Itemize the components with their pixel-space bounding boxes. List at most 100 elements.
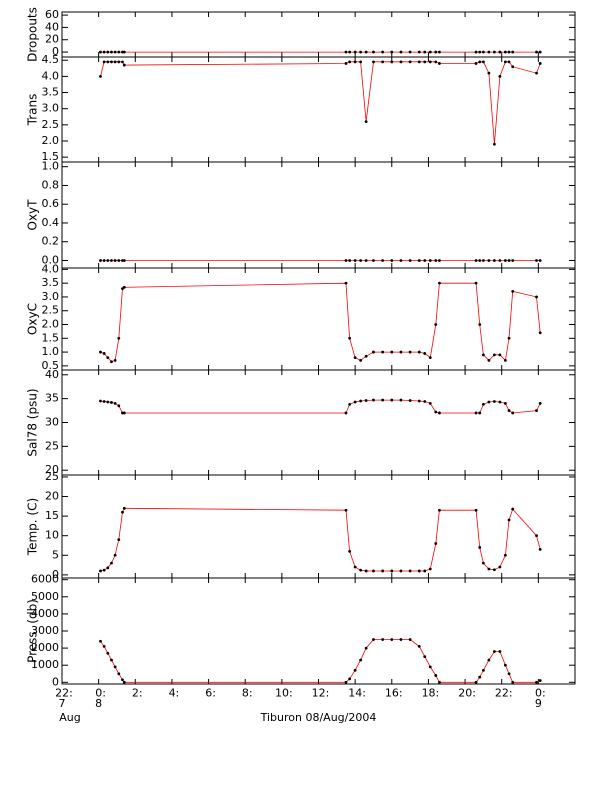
data-point xyxy=(364,259,368,262)
data-point xyxy=(348,259,352,262)
data-point xyxy=(106,50,110,54)
x-tick-label: 8: xyxy=(242,686,253,699)
y-tick-label: 1.5 xyxy=(42,331,60,344)
data-point xyxy=(511,65,515,69)
data-point xyxy=(348,402,352,406)
x-date-label: 9 xyxy=(535,697,542,710)
data-point xyxy=(390,398,394,402)
data-point xyxy=(511,507,515,511)
data-point xyxy=(492,353,496,357)
data-point xyxy=(535,259,538,262)
x-tick-label: 10: xyxy=(275,686,293,699)
data-point xyxy=(399,569,403,573)
y-tick-label: 20 xyxy=(45,463,59,476)
data-point xyxy=(99,350,102,354)
data-point xyxy=(503,663,507,667)
data-point xyxy=(122,506,126,510)
data-point xyxy=(498,353,502,357)
y-tick-label: 0.5 xyxy=(42,359,60,372)
data-point xyxy=(102,352,106,355)
data-point xyxy=(381,259,385,262)
data-point xyxy=(478,259,482,262)
data-point xyxy=(498,650,502,653)
data-point xyxy=(117,672,121,676)
y-tick-label: 0 xyxy=(52,568,59,581)
data-point xyxy=(417,60,421,64)
data-point xyxy=(538,679,542,682)
panel-frame xyxy=(61,161,576,269)
data-point xyxy=(438,508,441,512)
y-tick-label: 40 xyxy=(45,368,59,381)
panel-frame xyxy=(61,369,576,476)
data-point xyxy=(110,50,113,54)
data-point xyxy=(538,331,542,335)
data-point xyxy=(408,60,412,64)
data-point xyxy=(113,60,117,64)
data-point xyxy=(408,399,412,402)
data-point xyxy=(498,400,502,404)
data-point xyxy=(428,402,432,405)
data-point xyxy=(474,50,478,54)
data-point xyxy=(507,336,511,340)
data-point xyxy=(117,50,121,54)
data-point xyxy=(102,60,106,64)
y-tick-label: 4.0 xyxy=(42,69,60,82)
data-point xyxy=(507,672,511,676)
y-tick-label: 3000 xyxy=(31,624,59,637)
data-point xyxy=(353,668,357,672)
y-axis-label: Sal78 (psu) xyxy=(26,388,40,456)
data-point xyxy=(348,677,352,681)
x-tick-label: 22: xyxy=(55,686,73,699)
data-point xyxy=(353,259,357,262)
data-point xyxy=(428,50,432,54)
data-line xyxy=(100,282,541,363)
data-point xyxy=(423,259,427,262)
data-point xyxy=(372,259,375,262)
y-tick-label: 2.5 xyxy=(42,304,60,317)
data-point xyxy=(122,259,126,262)
data-point xyxy=(353,356,357,359)
y-tick-label: 1.0 xyxy=(42,345,60,358)
y-tick-label: 0.4 xyxy=(42,216,60,229)
data-point xyxy=(106,400,110,404)
y-tick-label: 2.0 xyxy=(42,134,60,147)
data-point xyxy=(110,259,113,262)
data-point xyxy=(487,400,491,404)
data-point xyxy=(487,50,491,54)
data-point xyxy=(511,259,515,262)
data-point xyxy=(381,638,385,641)
data-point xyxy=(423,50,427,54)
data-point xyxy=(434,410,438,414)
data-point xyxy=(372,569,375,573)
y-tick-label: 1.0 xyxy=(42,160,60,173)
data-point xyxy=(503,259,507,262)
y-tick-label: 1.5 xyxy=(42,150,60,163)
data-point xyxy=(511,290,515,293)
data-point xyxy=(121,678,124,682)
data-point xyxy=(492,568,496,572)
data-point xyxy=(474,680,478,684)
x-tick-label: 14: xyxy=(348,686,366,699)
data-point xyxy=(110,561,113,565)
data-point xyxy=(428,356,432,359)
data-point xyxy=(364,646,368,650)
data-point xyxy=(381,50,385,54)
data-point xyxy=(434,542,438,545)
data-point xyxy=(106,259,110,262)
data-point xyxy=(121,510,124,514)
y-tick-label: 60 xyxy=(45,8,59,21)
y-tick-label: 0.6 xyxy=(42,197,60,210)
data-point xyxy=(538,62,542,65)
data-point xyxy=(106,651,110,655)
data-point xyxy=(359,399,363,403)
data-point xyxy=(503,358,507,362)
data-point xyxy=(481,561,485,565)
data-point xyxy=(99,569,102,573)
data-point xyxy=(390,638,394,641)
data-point xyxy=(348,50,352,54)
data-point xyxy=(344,680,348,684)
data-point xyxy=(507,518,511,522)
data-point xyxy=(434,323,438,326)
data-point xyxy=(390,60,394,64)
y-tick-label: 30 xyxy=(45,416,59,429)
